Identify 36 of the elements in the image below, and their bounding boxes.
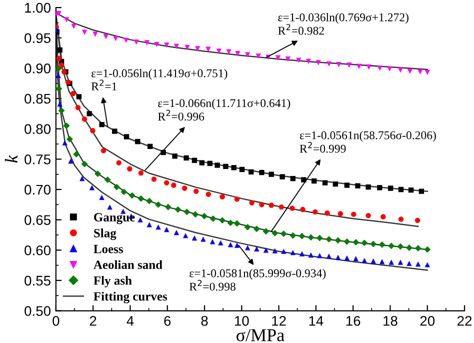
y-tick-label: 0.90 <box>24 64 51 74</box>
annotation: ε=1-0.0561n(58.756σ-0.206) R$^{2}$=0.999 <box>300 130 436 153</box>
y-tick-label: 0.75 <box>24 154 50 164</box>
x-tick-label: 10 <box>234 316 249 326</box>
annotation: ε=1-0.056ln(11.419σ+0.751) R$^{2}$=1 <box>91 68 228 90</box>
x-tick-label: 0 <box>52 316 60 326</box>
annotation: ε=1-0.036ln(0.769σ+1.272) R$^{2}$=0.982 <box>278 13 408 35</box>
x-tick-label: 14 <box>309 316 324 326</box>
x-tick-label: 2 <box>90 316 96 326</box>
x-tick-label: 16 <box>346 316 360 326</box>
legend-label: Fly ash <box>94 276 132 288</box>
y-tick-label: 0.60 <box>24 245 51 256</box>
y-tick-label: 0.55 <box>24 276 50 286</box>
x-tick-label: 12 <box>272 316 286 326</box>
x-tick-label: 8 <box>201 316 208 326</box>
y-tick-label: 0.65 <box>24 215 50 225</box>
x-tick-label: 18 <box>384 316 398 326</box>
y-axis-title: k <box>4 154 18 163</box>
x-tick-label: 4 <box>126 316 134 326</box>
y-tick-label: 1.00 <box>25 2 51 13</box>
x-axis-title: σ/MPa <box>236 329 284 342</box>
y-tick-label: 0.80 <box>24 124 51 134</box>
annotation: ε=1-0.0581n(85.999σ-0.934) R$^{2}$=0.998 <box>189 268 326 291</box>
annotation: ε=1-0.066n(11.711σ+0.641) R$^{2}$=0.996 <box>158 98 290 121</box>
y-tick-label: 0.50 <box>24 306 51 316</box>
x-tick-label: 20 <box>420 316 435 326</box>
y-tick-label: 0.70 <box>24 184 51 195</box>
y-tick-label: 0.85 <box>24 94 50 104</box>
legend-label: Aeolian sand <box>94 260 162 270</box>
y-tick-label: 0.95 <box>24 33 50 44</box>
legend-label: Fitting curves <box>94 292 168 304</box>
legend-label: Loess <box>94 244 123 254</box>
legend-label: Slag <box>94 228 116 240</box>
x-tick-label: 22 <box>457 316 472 326</box>
x-tick-label: 6 <box>164 316 171 326</box>
legend-label: Gangue <box>94 213 135 224</box>
